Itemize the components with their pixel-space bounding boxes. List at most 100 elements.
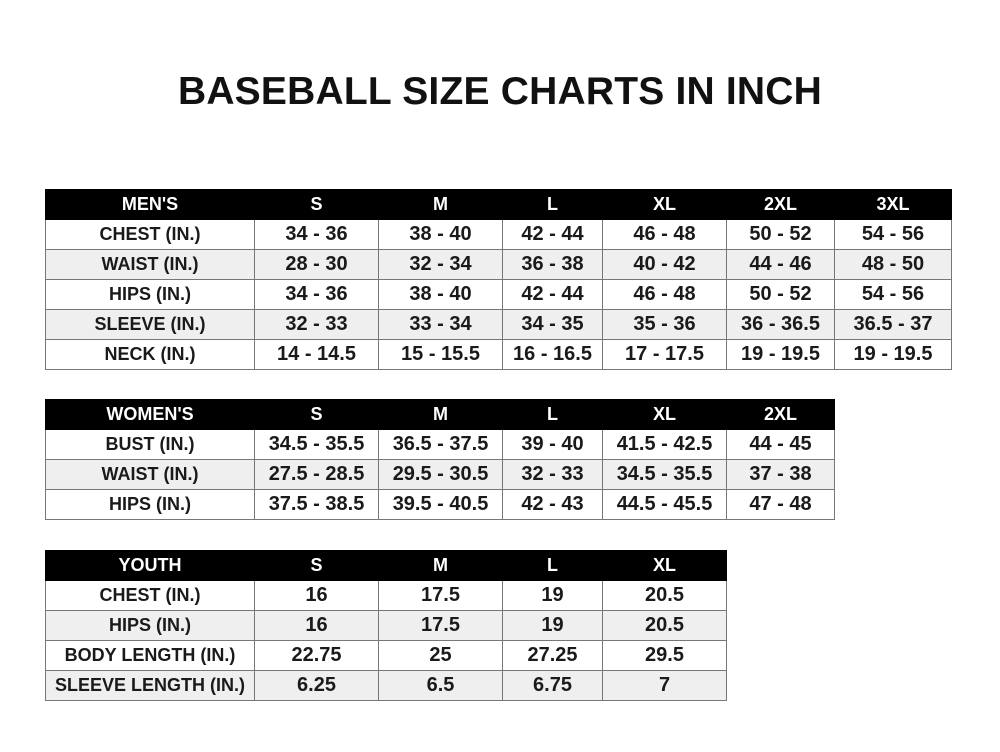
measurement-value: 17.5 xyxy=(378,610,503,641)
size-header: XL xyxy=(602,550,727,581)
measurement-value: 32 - 33 xyxy=(502,459,603,490)
measurement-value: 22.75 xyxy=(254,640,379,671)
measurement-value: 17.5 xyxy=(378,580,503,611)
measurement-label: HIPS (IN.) xyxy=(45,279,255,310)
measurement-value: 16 xyxy=(254,610,379,641)
measurement-value: 6.25 xyxy=(254,670,379,701)
measurement-label: CHEST (IN.) xyxy=(45,580,255,611)
measurement-value: 15 - 15.5 xyxy=(378,339,503,370)
measurement-value: 54 - 56 xyxy=(834,219,952,250)
measurement-value: 38 - 40 xyxy=(378,279,503,310)
size-header: L xyxy=(502,189,603,220)
measurement-value: 33 - 34 xyxy=(378,309,503,340)
measurement-value: 19 xyxy=(502,580,603,611)
measurement-value: 39.5 - 40.5 xyxy=(378,489,503,520)
measurement-value: 42 - 44 xyxy=(502,279,603,310)
womens-size-table: WOMEN'S S M L XL 2XL BUST (IN.) 34.5 - 35.5 36.5… xyxy=(45,399,835,520)
table-row: CHEST (IN.) 34 - 36 38 - 40 42 - 44 46 - 48 5… xyxy=(45,219,952,250)
size-header: 3XL xyxy=(834,189,952,220)
measurement-value: 37 - 38 xyxy=(726,459,835,490)
measurement-value: 29.5 - 30.5 xyxy=(378,459,503,490)
table-row: BODY LENGTH (IN.) 22.75 25 27.25 29.5 xyxy=(45,640,727,671)
measurement-value: 34.5 - 35.5 xyxy=(602,459,727,490)
measurement-label: BUST (IN.) xyxy=(45,429,255,460)
measurement-value: 42 - 44 xyxy=(502,219,603,250)
measurement-value: 28 - 30 xyxy=(254,249,379,280)
measurement-value: 35 - 36 xyxy=(602,309,727,340)
header-row: WOMEN'S S M L XL 2XL xyxy=(45,399,835,430)
measurement-value: 34.5 - 35.5 xyxy=(254,429,379,460)
table-row: CHEST (IN.) 16 17.5 19 20.5 xyxy=(45,580,727,611)
size-header: M xyxy=(378,399,503,430)
size-header: S xyxy=(254,189,379,220)
header-row: MEN'S S M L XL 2XL 3XL xyxy=(45,189,952,220)
table-row: HIPS (IN.) 16 17.5 19 20.5 xyxy=(45,610,727,641)
header-row: YOUTH S M L XL xyxy=(45,550,727,581)
size-header: M xyxy=(378,189,503,220)
size-header: L xyxy=(502,550,603,581)
table-row: WAIST (IN.) 27.5 - 28.5 29.5 - 30.5 32 - 33… xyxy=(45,459,835,490)
measurement-value: 16 xyxy=(254,580,379,611)
measurement-value: 20.5 xyxy=(602,580,727,611)
measurement-value: 37.5 - 38.5 xyxy=(254,489,379,520)
table-row: NECK (IN.) 14 - 14.5 15 - 15.5 16 - 16.5 17 … xyxy=(45,339,952,370)
measurement-value: 19 xyxy=(502,610,603,641)
table-row: SLEEVE LENGTH (IN.) 6.25 6.5 6.75 7 xyxy=(45,670,727,701)
size-header: M xyxy=(378,550,503,581)
measurement-value: 36.5 - 37 xyxy=(834,309,952,340)
table-row: WAIST (IN.) 28 - 30 32 - 34 36 - 38 40 - 42 4… xyxy=(45,249,952,280)
size-header: 2XL xyxy=(726,399,835,430)
size-header: 2XL xyxy=(726,189,835,220)
measurement-value: 20.5 xyxy=(602,610,727,641)
measurement-value: 39 - 40 xyxy=(502,429,603,460)
measurement-value: 36.5 - 37.5 xyxy=(378,429,503,460)
measurement-value: 6.5 xyxy=(378,670,503,701)
measurement-value: 50 - 52 xyxy=(726,279,835,310)
measurement-value: 36 - 36.5 xyxy=(726,309,835,340)
youth-size-table: YOUTH S M L XL CHEST (IN.) 16 17.5 19 20.5 HIPS (I… xyxy=(45,550,727,701)
measurement-value: 32 - 33 xyxy=(254,309,379,340)
measurement-value: 29.5 xyxy=(602,640,727,671)
page-title: BASEBALL SIZE CHARTS IN INCH xyxy=(177,70,823,113)
table-row: BUST (IN.) 34.5 - 35.5 36.5 - 37.5 39 - 40 4… xyxy=(45,429,835,460)
measurement-value: 34 - 36 xyxy=(254,279,379,310)
measurement-label: HIPS (IN.) xyxy=(45,489,255,520)
category-header: MEN'S xyxy=(45,189,255,220)
measurement-label: WAIST (IN.) xyxy=(45,459,255,490)
table-row: HIPS (IN.) 37.5 - 38.5 39.5 - 40.5 42 - 43 4… xyxy=(45,489,835,520)
mens-size-table: MEN'S S M L XL 2XL 3XL CHEST (IN.) 34 - 36 38 - 4… xyxy=(45,189,952,370)
size-header: L xyxy=(502,399,603,430)
size-header: XL xyxy=(602,399,727,430)
measurement-value: 50 - 52 xyxy=(726,219,835,250)
measurement-value: 19 - 19.5 xyxy=(726,339,835,370)
measurement-label: SLEEVE (IN.) xyxy=(45,309,255,340)
measurement-label: NECK (IN.) xyxy=(45,339,255,370)
measurement-label: WAIST (IN.) xyxy=(45,249,255,280)
measurement-value: 27.25 xyxy=(502,640,603,671)
measurement-value: 44 - 46 xyxy=(726,249,835,280)
measurement-value: 44 - 45 xyxy=(726,429,835,460)
size-header: S xyxy=(254,399,379,430)
measurement-value: 46 - 48 xyxy=(602,219,727,250)
measurement-value: 27.5 - 28.5 xyxy=(254,459,379,490)
measurement-value: 46 - 48 xyxy=(602,279,727,310)
measurement-value: 44.5 - 45.5 xyxy=(602,489,727,520)
measurement-value: 17 - 17.5 xyxy=(602,339,727,370)
category-header: WOMEN'S xyxy=(45,399,255,430)
measurement-value: 6.75 xyxy=(502,670,603,701)
measurement-value: 7 xyxy=(602,670,727,701)
table-row: SLEEVE (IN.) 32 - 33 33 - 34 34 - 35 35 - 36… xyxy=(45,309,952,340)
measurement-value: 16 - 16.5 xyxy=(502,339,603,370)
measurement-value: 38 - 40 xyxy=(378,219,503,250)
measurement-value: 34 - 35 xyxy=(502,309,603,340)
measurement-value: 48 - 50 xyxy=(834,249,952,280)
measurement-label: CHEST (IN.) xyxy=(45,219,255,250)
measurement-value: 34 - 36 xyxy=(254,219,379,250)
measurement-label: SLEEVE LENGTH (IN.) xyxy=(45,670,255,701)
measurement-value: 41.5 - 42.5 xyxy=(602,429,727,460)
measurement-value: 54 - 56 xyxy=(834,279,952,310)
measurement-label: BODY LENGTH (IN.) xyxy=(45,640,255,671)
measurement-value: 47 - 48 xyxy=(726,489,835,520)
category-header: YOUTH xyxy=(45,550,255,581)
measurement-label: HIPS (IN.) xyxy=(45,610,255,641)
